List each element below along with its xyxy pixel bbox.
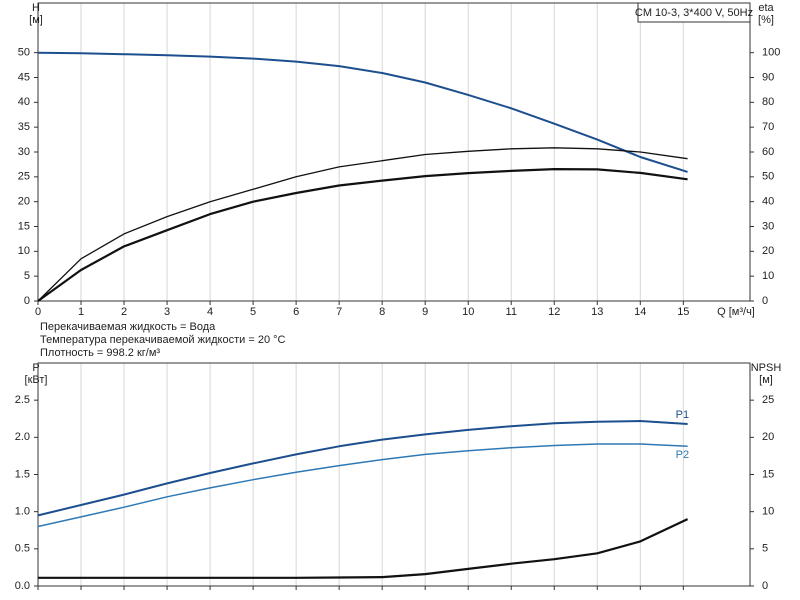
y2-tick-label: 50: [762, 171, 774, 183]
x-tick-label: 10: [462, 306, 474, 318]
y2-tick-label: 100: [762, 47, 780, 59]
y2-axis-unit: [%]: [758, 14, 774, 26]
x-tick-label: 8: [379, 306, 385, 318]
curve: [37, 420, 688, 517]
x-tick-label: 5: [250, 306, 256, 318]
y-tick-label: 0.0: [15, 580, 30, 592]
x-tick-label: 15: [677, 306, 689, 318]
x-tick-label: 3: [164, 306, 170, 318]
x-tick-label: 13: [591, 306, 603, 318]
x-tick-label: 11: [506, 306, 517, 318]
x-axis-label: Q [м³/ч]: [717, 306, 755, 318]
y-tick-label: 45: [18, 71, 30, 83]
y-tick-label: 25: [18, 171, 30, 183]
y2-axis-label: NPSH: [751, 362, 782, 374]
y2-tick-label: 30: [762, 220, 774, 232]
y2-tick-label: 20: [762, 431, 774, 443]
x-tick-label: 14: [634, 306, 646, 318]
y-tick-label: 10: [18, 245, 30, 257]
x-tick-label: 2: [121, 306, 127, 318]
y2-tick-label: 20: [762, 245, 774, 257]
note: Температура перекачиваемой жидкости = 20…: [40, 334, 286, 346]
y-axis-label: P: [32, 362, 39, 374]
curve: [37, 147, 688, 302]
y2-tick-label: 70: [762, 121, 774, 133]
x-tick-label: 12: [548, 306, 560, 318]
y-tick-label: 1.0: [15, 506, 30, 518]
y-tick-label: 50: [18, 47, 30, 59]
y-axis-unit: [кВт]: [25, 374, 48, 386]
y-tick-label: 5: [24, 270, 30, 282]
y2-tick-label: 10: [762, 270, 774, 282]
y2-tick-label: 0: [762, 295, 768, 307]
y2-axis-label: eta: [758, 2, 774, 14]
y-tick-label: 20: [18, 196, 30, 208]
series-label: P1: [676, 409, 689, 421]
y-tick-label: 0: [24, 295, 30, 307]
y-tick-label: 40: [18, 96, 30, 108]
y2-tick-label: 15: [762, 468, 774, 480]
curve: [37, 51, 688, 173]
y-tick-label: 0.5: [15, 543, 30, 555]
x-tick-label: 6: [293, 306, 299, 318]
x-tick-label: 1: [78, 306, 84, 318]
x-tick-label: 4: [207, 306, 213, 318]
plot-frame: [37, 2, 751, 302]
title-box: [637, 2, 751, 23]
y2-tick-label: 80: [762, 96, 774, 108]
plot-frame: [37, 362, 751, 587]
y2-tick-label: 40: [762, 196, 774, 208]
y2-tick-label: 60: [762, 146, 774, 158]
note: Перекачиваемая жидкость = Вода: [40, 321, 216, 333]
y-axis-unit: [м]: [29, 14, 43, 26]
y2-axis-unit: [м]: [759, 374, 773, 386]
x-tick-label: 0: [35, 306, 41, 318]
x-tick-label: 7: [336, 306, 342, 318]
series-label: P2: [676, 449, 689, 461]
x-tick-label: 9: [422, 306, 428, 318]
y2-tick-label: 5: [762, 543, 768, 555]
y-tick-label: 1.5: [15, 468, 30, 480]
y-tick-label: 2.5: [15, 394, 30, 406]
note: Плотность = 998.2 кг/м³: [40, 347, 160, 359]
y-tick-label: 2.0: [15, 431, 30, 443]
y-axis-label: H: [32, 2, 40, 14]
y2-tick-label: 0: [762, 580, 768, 592]
chart-title: CM 10-3, 3*400 V, 50Hz: [635, 7, 753, 19]
curve: [37, 443, 688, 528]
y-tick-label: 35: [18, 121, 30, 133]
curve: [38, 518, 689, 579]
y2-tick-label: 90: [762, 71, 774, 83]
curve: [37, 168, 688, 302]
y2-tick-label: 25: [762, 394, 774, 406]
y-tick-label: 30: [18, 146, 30, 158]
y2-tick-label: 10: [762, 506, 774, 518]
y-tick-label: 15: [18, 220, 30, 232]
